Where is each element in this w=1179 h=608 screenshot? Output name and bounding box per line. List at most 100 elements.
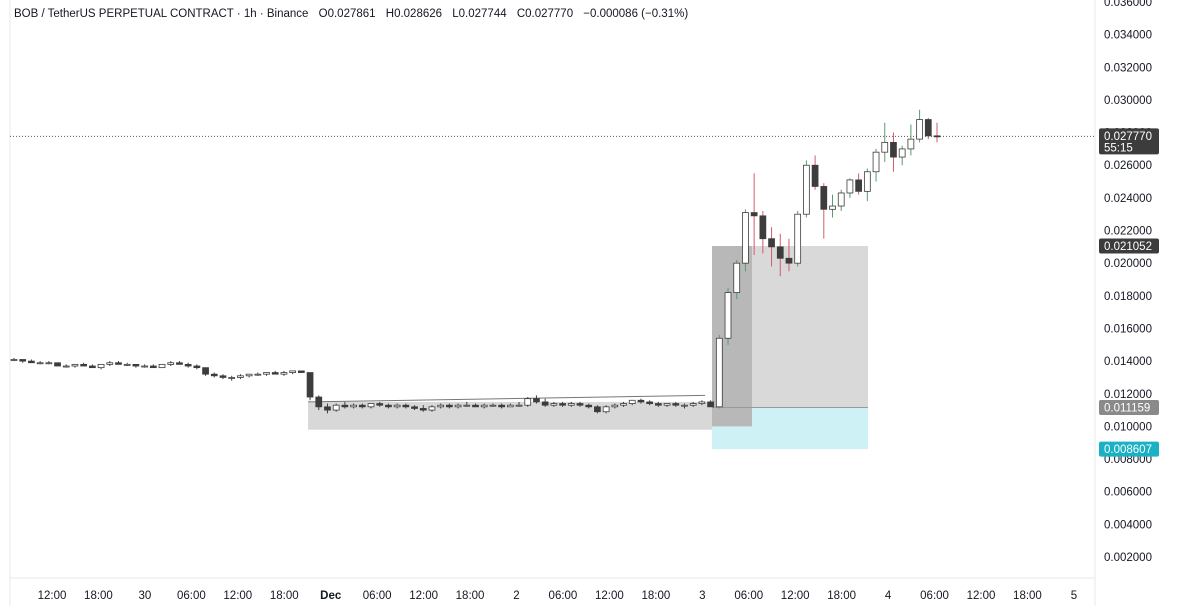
candle-body	[324, 406, 331, 411]
candle	[411, 405, 418, 411]
candle-body	[202, 367, 209, 375]
candle	[80, 362, 88, 367]
candle-body	[837, 192, 845, 207]
candle-body	[489, 404, 497, 407]
candle	[646, 400, 654, 406]
candle	[803, 160, 810, 218]
y-tick-label: 0.026000	[1104, 160, 1152, 172]
candle-body	[715, 337, 723, 408]
candle	[324, 403, 331, 414]
y-tick-label: 0.034000	[1104, 30, 1152, 42]
symbol-legend: BOB / TetherUS PERPETUAL CONTRACT · 1h ·…	[14, 8, 695, 20]
candle-body	[759, 215, 767, 240]
candle	[785, 238, 793, 272]
candle-body	[916, 119, 923, 140]
x-tick-label: 12:00	[38, 590, 67, 602]
candle	[672, 401, 680, 407]
x-tick-label: 18:00	[270, 590, 299, 602]
candle	[498, 403, 505, 409]
candle-body	[663, 403, 671, 406]
price-label-text: 0.011159	[1104, 402, 1150, 414]
candle-body	[350, 404, 357, 408]
candle-body	[280, 372, 288, 375]
candle-body	[115, 362, 122, 365]
candle	[36, 361, 44, 365]
candle	[176, 361, 183, 365]
candle-body	[524, 398, 532, 406]
close-value: 0.027770	[525, 8, 574, 20]
candle	[533, 395, 540, 404]
candle	[228, 375, 236, 381]
candle	[141, 364, 148, 368]
y-tick-label: 0.036000	[1104, 0, 1152, 9]
candle	[872, 148, 880, 182]
candle-body	[28, 360, 35, 364]
candle-body	[611, 404, 619, 408]
candle-body	[620, 403, 627, 406]
candle-body	[176, 362, 183, 365]
candle	[472, 403, 479, 408]
candle	[585, 403, 593, 409]
y-tick-label: 0.024000	[1104, 193, 1152, 205]
candle	[446, 403, 453, 409]
y-tick-label: 0.006000	[1104, 487, 1152, 499]
x-tick-label: 18:00	[456, 590, 485, 602]
candle-body	[123, 363, 131, 366]
x-tick-label: 18:00	[84, 590, 113, 602]
candle-body	[210, 373, 218, 377]
candle-body	[419, 408, 427, 411]
x-tick-label: Dec	[320, 590, 342, 602]
candle-body	[141, 365, 148, 368]
candle	[158, 363, 166, 369]
candle	[654, 401, 662, 407]
candle-body	[898, 148, 906, 158]
candle-body	[742, 212, 749, 264]
candle	[167, 361, 175, 367]
candle-body	[89, 365, 96, 369]
candle-body	[402, 404, 410, 408]
candle	[863, 168, 871, 202]
close-label: C	[516, 8, 526, 20]
x-tick-label: 30	[139, 590, 152, 602]
change-value: −0.000086 (−0.31%)	[583, 8, 689, 20]
candle	[202, 367, 209, 376]
candle	[924, 117, 932, 140]
candle-body	[80, 363, 88, 367]
candle	[19, 359, 27, 363]
candle	[350, 403, 357, 409]
candle-body	[271, 372, 279, 375]
candle-body	[254, 373, 262, 376]
candle	[332, 403, 340, 412]
candle	[289, 370, 297, 375]
candle-body	[515, 404, 523, 407]
candle-body	[219, 375, 227, 378]
candle	[602, 405, 610, 414]
candle	[515, 401, 523, 407]
candle	[794, 210, 802, 267]
candle	[428, 405, 436, 412]
candle	[393, 403, 401, 409]
candle-body	[829, 205, 836, 210]
candle-body	[341, 404, 349, 408]
candle-body	[358, 404, 366, 408]
candle	[184, 362, 192, 368]
candle-body	[289, 370, 297, 373]
candle	[280, 370, 288, 376]
candle	[437, 403, 445, 409]
candle-body	[245, 373, 253, 377]
candle-body	[10, 359, 18, 361]
x-tick-label: 06:00	[363, 590, 392, 602]
candle-body	[19, 359, 27, 362]
x-tick-label: 06:00	[549, 590, 578, 602]
candle-body	[385, 404, 392, 408]
candle	[681, 403, 688, 409]
candle	[237, 374, 244, 380]
candle-body	[681, 404, 688, 407]
x-tick-label: 06:00	[177, 590, 206, 602]
candle-body	[411, 406, 418, 409]
candle-body	[506, 404, 514, 408]
candle-body	[646, 401, 654, 404]
